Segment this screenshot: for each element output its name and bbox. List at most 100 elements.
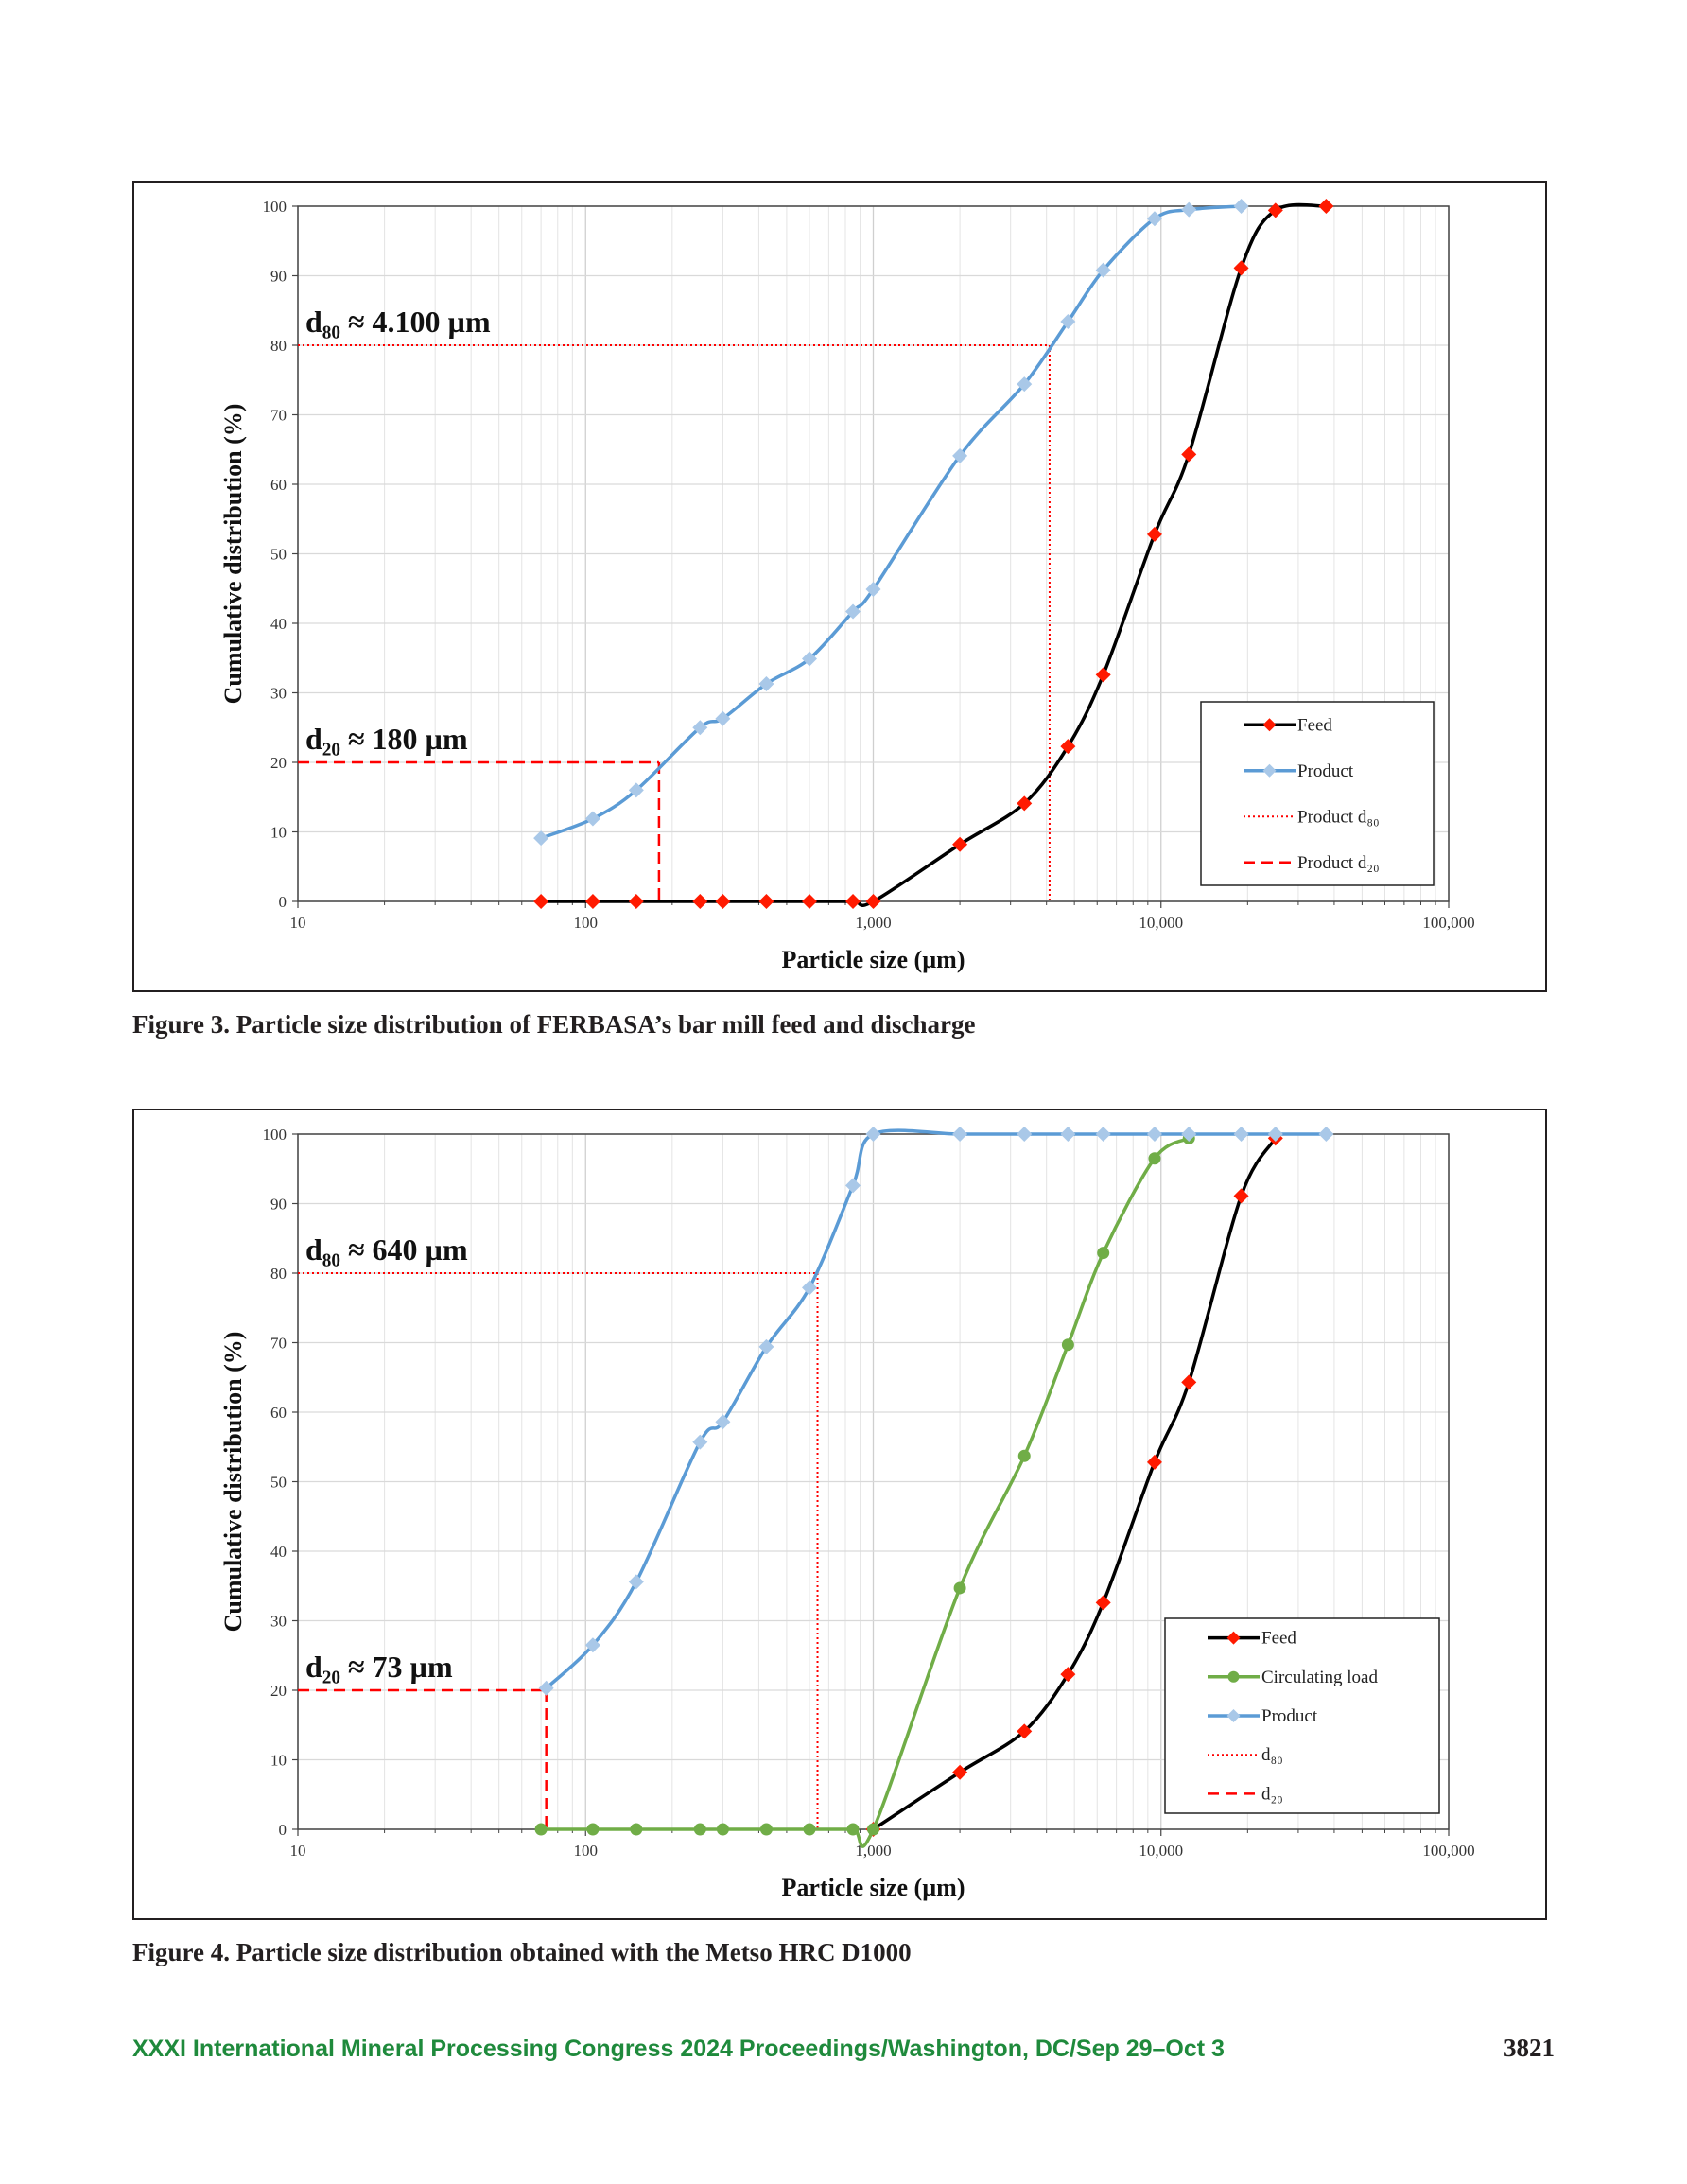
data-point (1060, 739, 1076, 755)
data-point (1017, 795, 1033, 812)
x-tick-label: 10,000 (1139, 1842, 1183, 1860)
data-point (1146, 526, 1162, 542)
legend-marker (1226, 1631, 1241, 1645)
data-point (1097, 1247, 1110, 1260)
data-point (533, 894, 549, 909)
data-point (1267, 1127, 1283, 1142)
figure-4-chart: 0 10 20 30 40 50 60 70 80 90 100 10 100 1,000 10,000 10… (132, 1109, 1547, 1920)
data-point (802, 1280, 818, 1296)
y-tick-label: 30 (270, 685, 287, 703)
data-point (533, 830, 549, 847)
x-axis-label: Particle size (µm) (782, 946, 965, 973)
data-point (584, 1637, 600, 1653)
annotation: d₂₀ ≈ 73 µm (305, 1650, 453, 1684)
x-tick-label: 10,000 (1139, 914, 1183, 932)
data-point (586, 1823, 600, 1836)
y-axis-label: Cumulative distribution (%) (219, 1332, 247, 1633)
data-point (758, 894, 774, 909)
y-tick-label: 50 (270, 1474, 287, 1492)
data-point (628, 782, 644, 798)
data-point (952, 836, 968, 852)
data-point (715, 1414, 731, 1430)
data-point (952, 1127, 968, 1142)
data-point (1017, 376, 1033, 393)
legend-label: Feed (1297, 715, 1332, 735)
y-tick-label: 90 (270, 1196, 287, 1214)
data-point (693, 1823, 706, 1836)
data-point (865, 1127, 881, 1142)
legend-label: Product d₂₀ (1297, 853, 1380, 873)
x-tick-label: 1,000 (855, 914, 891, 932)
data-point (1146, 1127, 1162, 1142)
data-point (845, 1178, 861, 1194)
data-point (1267, 202, 1283, 218)
data-point (1095, 262, 1111, 278)
series-circulating-load (534, 1131, 1195, 1848)
data-point (758, 675, 774, 691)
y-tick-label: 70 (270, 407, 287, 425)
x-tick-label: 100,000 (1422, 1842, 1474, 1860)
data-point (867, 1823, 879, 1836)
data-point (1095, 1595, 1111, 1611)
y-tick-label: 100 (263, 1126, 287, 1144)
series-product (538, 1127, 1334, 1696)
data-point (1146, 211, 1162, 227)
data-point (1061, 1338, 1074, 1352)
legend-label: Circulating load (1261, 1668, 1378, 1687)
data-point (630, 1823, 643, 1836)
y-tick-label: 30 (270, 1613, 287, 1631)
data-point (1233, 199, 1249, 214)
legend-label: d₈₀ (1261, 1745, 1283, 1765)
data-point (803, 1823, 816, 1836)
y-tick-label: 20 (270, 1682, 287, 1700)
x-tick-label: 100,000 (1422, 914, 1474, 932)
y-tick-label: 100 (263, 198, 287, 216)
legend-label: Product (1261, 1706, 1318, 1726)
series-line (541, 1136, 1191, 1848)
data-point (1181, 1374, 1197, 1390)
y-tick-label: 20 (270, 754, 287, 772)
data-point (1060, 1667, 1076, 1683)
y-tick-label: 80 (270, 1265, 287, 1283)
data-point (715, 710, 731, 726)
data-point (845, 603, 861, 620)
data-point (1181, 446, 1197, 463)
data-point (1233, 1127, 1249, 1142)
data-point (584, 811, 600, 827)
data-point (1060, 314, 1076, 330)
legend-label: Product (1297, 761, 1354, 781)
legend-marker (1262, 763, 1277, 778)
data-point (1146, 1454, 1162, 1470)
data-point (1017, 1449, 1031, 1462)
data-point (953, 1581, 966, 1595)
data-point (1318, 199, 1334, 214)
data-point (584, 894, 600, 909)
data-point (846, 1823, 860, 1836)
data-point (1233, 260, 1249, 276)
data-point (1181, 1127, 1197, 1142)
data-point (692, 1434, 708, 1450)
y-tick-label: 90 (270, 268, 287, 286)
legend: Feed Circulating load Product d₈₀ d₂₀ (1164, 1617, 1440, 1814)
y-tick-label: 10 (270, 1752, 287, 1770)
legend-box (1200, 701, 1435, 886)
y-tick-label: 60 (270, 476, 287, 494)
data-point (1017, 1127, 1033, 1142)
y-axis-label: Cumulative distribution (%) (219, 404, 247, 705)
figure-3-chart: 0 10 20 30 40 50 60 70 80 90 100 10 100 1,000 10,000 10… (132, 181, 1547, 992)
x-tick-label: 10 (290, 914, 306, 932)
data-point (1318, 1127, 1334, 1142)
series-product (533, 199, 1249, 847)
data-point (759, 1823, 773, 1836)
legend-label: Product d₈₀ (1297, 807, 1380, 827)
x-tick-label: 100 (574, 914, 599, 932)
footer-page-number: 3821 (1504, 2034, 1555, 2062)
series-line (545, 1128, 1327, 1690)
data-point (628, 894, 644, 909)
data-point (538, 1680, 554, 1696)
legend-marker (1226, 1709, 1241, 1722)
y-tick-label: 0 (279, 893, 287, 911)
data-point (1181, 201, 1197, 218)
